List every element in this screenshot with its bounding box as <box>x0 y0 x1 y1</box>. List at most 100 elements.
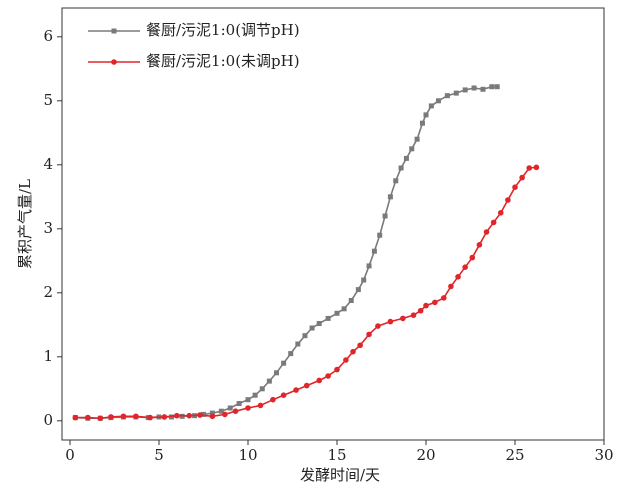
data-point <box>316 377 323 384</box>
series-line <box>75 166 537 420</box>
data-point <box>494 84 500 90</box>
data-point <box>245 397 251 403</box>
data-point <box>387 318 394 325</box>
plot-frame <box>61 7 605 441</box>
data-point <box>108 414 114 420</box>
data-point <box>232 408 239 415</box>
legend-label: 餐厨/污泥1:0(调节pH) <box>146 21 300 39</box>
data-point <box>341 306 347 312</box>
data-point <box>519 174 525 181</box>
data-point <box>435 98 441 104</box>
data-point <box>343 357 349 363</box>
data-point <box>85 414 91 421</box>
data-point <box>252 392 258 398</box>
data-point <box>161 414 168 420</box>
legend-label: 餐厨/污泥1:0(未调pH) <box>146 52 300 70</box>
data-point <box>377 232 383 238</box>
data-point <box>316 321 322 327</box>
data-point <box>428 103 434 109</box>
series-line <box>75 85 498 420</box>
data-point <box>325 315 331 321</box>
data-point <box>209 410 215 416</box>
x-axis-label: 发酵时间/天 <box>300 466 380 484</box>
data-point <box>325 373 331 379</box>
data-point <box>273 370 279 376</box>
data-point <box>387 194 393 200</box>
x-tick-label: 5 <box>154 446 164 464</box>
data-point <box>455 274 461 280</box>
data-point <box>444 93 450 99</box>
data-point <box>423 112 429 118</box>
data-point <box>197 412 203 418</box>
data-point <box>120 413 127 420</box>
x-tick-label: 15 <box>327 446 346 464</box>
data-point <box>147 414 153 421</box>
data-point <box>432 299 438 306</box>
data-point <box>489 84 495 90</box>
data-point <box>453 90 459 96</box>
data-point <box>375 323 381 329</box>
data-point <box>302 333 308 339</box>
data-point <box>398 165 404 171</box>
data-point <box>281 360 287 366</box>
data-point <box>462 87 468 93</box>
data-point <box>334 366 340 373</box>
data-point <box>366 263 372 269</box>
y-axis-label: 累积产气量/L <box>16 179 34 269</box>
data-point <box>419 120 425 126</box>
data-point <box>186 412 193 419</box>
data-point <box>357 342 363 349</box>
data-point <box>382 213 388 219</box>
data-point <box>303 382 310 389</box>
data-point <box>257 402 264 409</box>
data-point <box>259 386 265 392</box>
data-point <box>288 351 294 357</box>
y-tick-label: 6 <box>43 27 53 45</box>
data-point <box>293 387 299 393</box>
data-point <box>483 229 490 235</box>
data-point <box>469 254 476 261</box>
x-tick-label: 25 <box>505 446 524 464</box>
x-tick-label: 10 <box>238 446 257 464</box>
data-point <box>403 155 409 161</box>
data-point <box>490 219 497 226</box>
data-point <box>423 302 429 309</box>
data-point <box>270 396 276 403</box>
data-point <box>280 392 287 399</box>
data-point <box>505 197 511 203</box>
data-point <box>245 405 251 411</box>
data-point <box>441 295 447 301</box>
data-point <box>410 312 417 319</box>
data-point <box>350 348 356 355</box>
data-point <box>361 277 367 283</box>
y-tick-label: 0 <box>43 411 53 429</box>
data-point <box>409 146 415 152</box>
data-point <box>201 411 207 417</box>
y-tick-label: 4 <box>43 155 53 173</box>
data-point <box>400 315 406 322</box>
data-point <box>476 242 483 248</box>
x-tick-label: 0 <box>65 446 75 464</box>
data-point <box>448 283 454 290</box>
data-point <box>526 165 533 171</box>
data-point <box>533 164 540 171</box>
x-tick-label: 30 <box>594 446 613 464</box>
data-point <box>348 297 354 303</box>
data-point <box>480 86 486 92</box>
data-point <box>209 413 216 420</box>
data-point <box>309 325 315 331</box>
data-point <box>334 310 340 316</box>
y-tick-label: 5 <box>43 91 53 109</box>
data-point <box>236 401 242 407</box>
data-point <box>393 178 399 184</box>
data-point <box>462 264 468 271</box>
legend-marker <box>111 28 117 34</box>
data-point <box>512 184 518 190</box>
data-point <box>222 411 228 418</box>
data-point <box>414 136 420 142</box>
data-point <box>417 307 424 314</box>
y-tick-label: 3 <box>43 219 53 237</box>
data-point <box>227 405 233 411</box>
data-point <box>366 331 372 338</box>
legend-marker <box>111 59 117 65</box>
